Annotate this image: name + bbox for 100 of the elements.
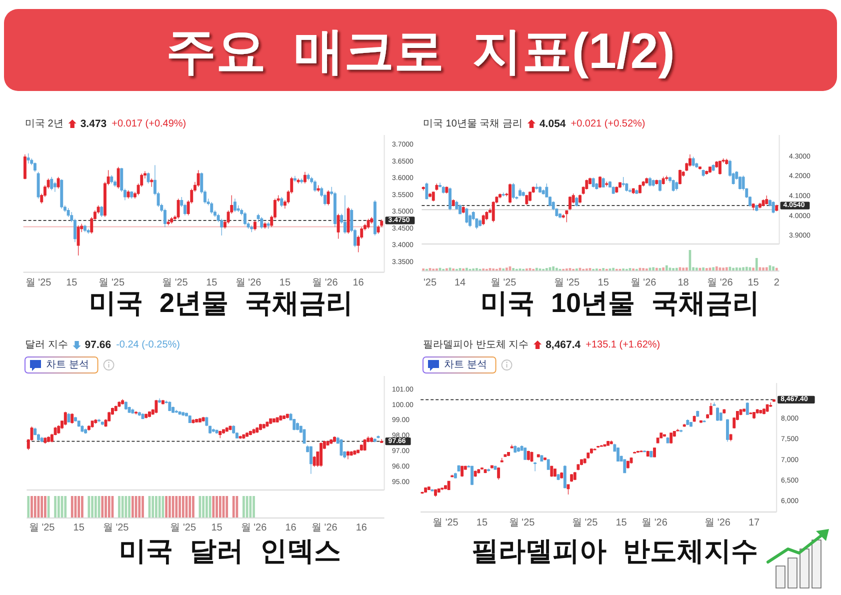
candlestick: [712, 402, 716, 406]
candlestick: [430, 488, 434, 492]
bar: [602, 268, 604, 271]
candlestick: [762, 408, 766, 415]
candlestick: [452, 199, 455, 207]
candlestick: [762, 199, 765, 207]
candlestick: [264, 222, 266, 230]
candlestick: [195, 418, 198, 423]
candlestick: [470, 465, 474, 486]
candlestick: [560, 472, 564, 479]
candlestick: [678, 169, 682, 185]
candlestick: [314, 180, 316, 192]
candlestick: [266, 222, 270, 230]
candlestick: [121, 398, 124, 405]
candlestick: [610, 440, 613, 444]
candlestick: [174, 410, 178, 414]
bar: [662, 267, 664, 271]
bar: [752, 268, 754, 271]
x-tick-label: 월 '25: [572, 518, 598, 528]
candlestick: [462, 206, 465, 214]
candlestick: [485, 211, 488, 221]
candlestick: [84, 224, 86, 232]
candlestick: [490, 464, 494, 469]
x-tick-label: 15: [73, 522, 85, 534]
candlestick: [726, 418, 729, 442]
x-tick-label: 월 '26: [642, 518, 668, 528]
chart-subtitle: 달러 지수: [25, 340, 68, 350]
candlestick: [536, 454, 540, 458]
candlestick: [478, 218, 482, 227]
candlestick: [442, 186, 445, 194]
candlestick: [665, 175, 668, 181]
candlestick: [502, 192, 505, 197]
candlestick: [246, 432, 249, 438]
candlestick: [435, 183, 438, 191]
candlestick: [188, 414, 192, 424]
candlestick: [90, 420, 94, 428]
candlestick: [166, 219, 170, 226]
candlestick: [546, 458, 550, 470]
candlestick: [716, 407, 719, 422]
x-tick-label: 16: [356, 522, 368, 534]
candlestick: [550, 465, 554, 478]
text: 미국 10년물 국채금리: [480, 288, 760, 318]
candlestick: [742, 408, 746, 412]
candlestick: [692, 415, 696, 422]
bar: [642, 268, 644, 271]
candlestick: [420, 491, 424, 494]
candlestick: [316, 184, 320, 192]
text: 3.473: [80, 118, 107, 130]
candlestick: [118, 401, 121, 408]
candlestick: [772, 201, 775, 214]
candlestick: [353, 450, 356, 456]
candlestick: [650, 450, 653, 458]
candlestick: [296, 178, 300, 184]
text: 8,467.4: [546, 339, 581, 351]
candlestick: [148, 411, 151, 418]
text: 미국 달러 인덱스: [118, 536, 342, 566]
bar: [702, 267, 704, 271]
candlestick: [146, 172, 150, 184]
candlestick: [540, 454, 544, 462]
candlestick: [34, 162, 36, 172]
text: 주요 매크로 지표(1/2): [166, 23, 675, 79]
bar: [745, 266, 748, 271]
candlestick: [562, 214, 565, 219]
candlestick: [512, 182, 515, 200]
candlestick: [755, 204, 758, 212]
x-tick-label: 18: [678, 278, 690, 288]
candlestick: [596, 446, 600, 448]
candlestick: [244, 212, 246, 226]
candlestick: [718, 160, 722, 175]
candlestick: [725, 158, 728, 166]
candlestick: [252, 428, 256, 434]
x-tick-label: 15: [748, 278, 760, 288]
candlestick: [632, 188, 635, 194]
candlestick: [592, 177, 595, 188]
x-tick-label: 15: [211, 522, 223, 534]
candlestick: [605, 181, 608, 187]
candlestick: [272, 418, 276, 423]
candlestick: [655, 179, 658, 185]
x-tick-label: 월 '26: [707, 278, 734, 288]
candlestick: [100, 206, 104, 218]
candlestick: [525, 194, 528, 206]
bar: [552, 266, 555, 271]
candlestick: [484, 468, 487, 474]
candlestick: [652, 179, 655, 187]
candlestick: [575, 196, 578, 207]
bar: [652, 267, 654, 271]
candlestick: [500, 458, 504, 463]
candlestick: [633, 451, 636, 454]
candlestick: [682, 424, 686, 428]
candlestick: [454, 472, 457, 479]
candlestick: [752, 203, 755, 211]
x-tick-label: 월 '25: [554, 278, 580, 288]
candlestick: [440, 487, 444, 490]
bar: [705, 268, 708, 271]
x-tick-label: 월 '26: [312, 522, 338, 534]
candlestick: [269, 418, 272, 424]
candlestick: [480, 467, 484, 470]
x-tick-label: 월 '25: [102, 522, 130, 534]
candlestick: [428, 192, 432, 198]
candlestick: [729, 434, 732, 442]
